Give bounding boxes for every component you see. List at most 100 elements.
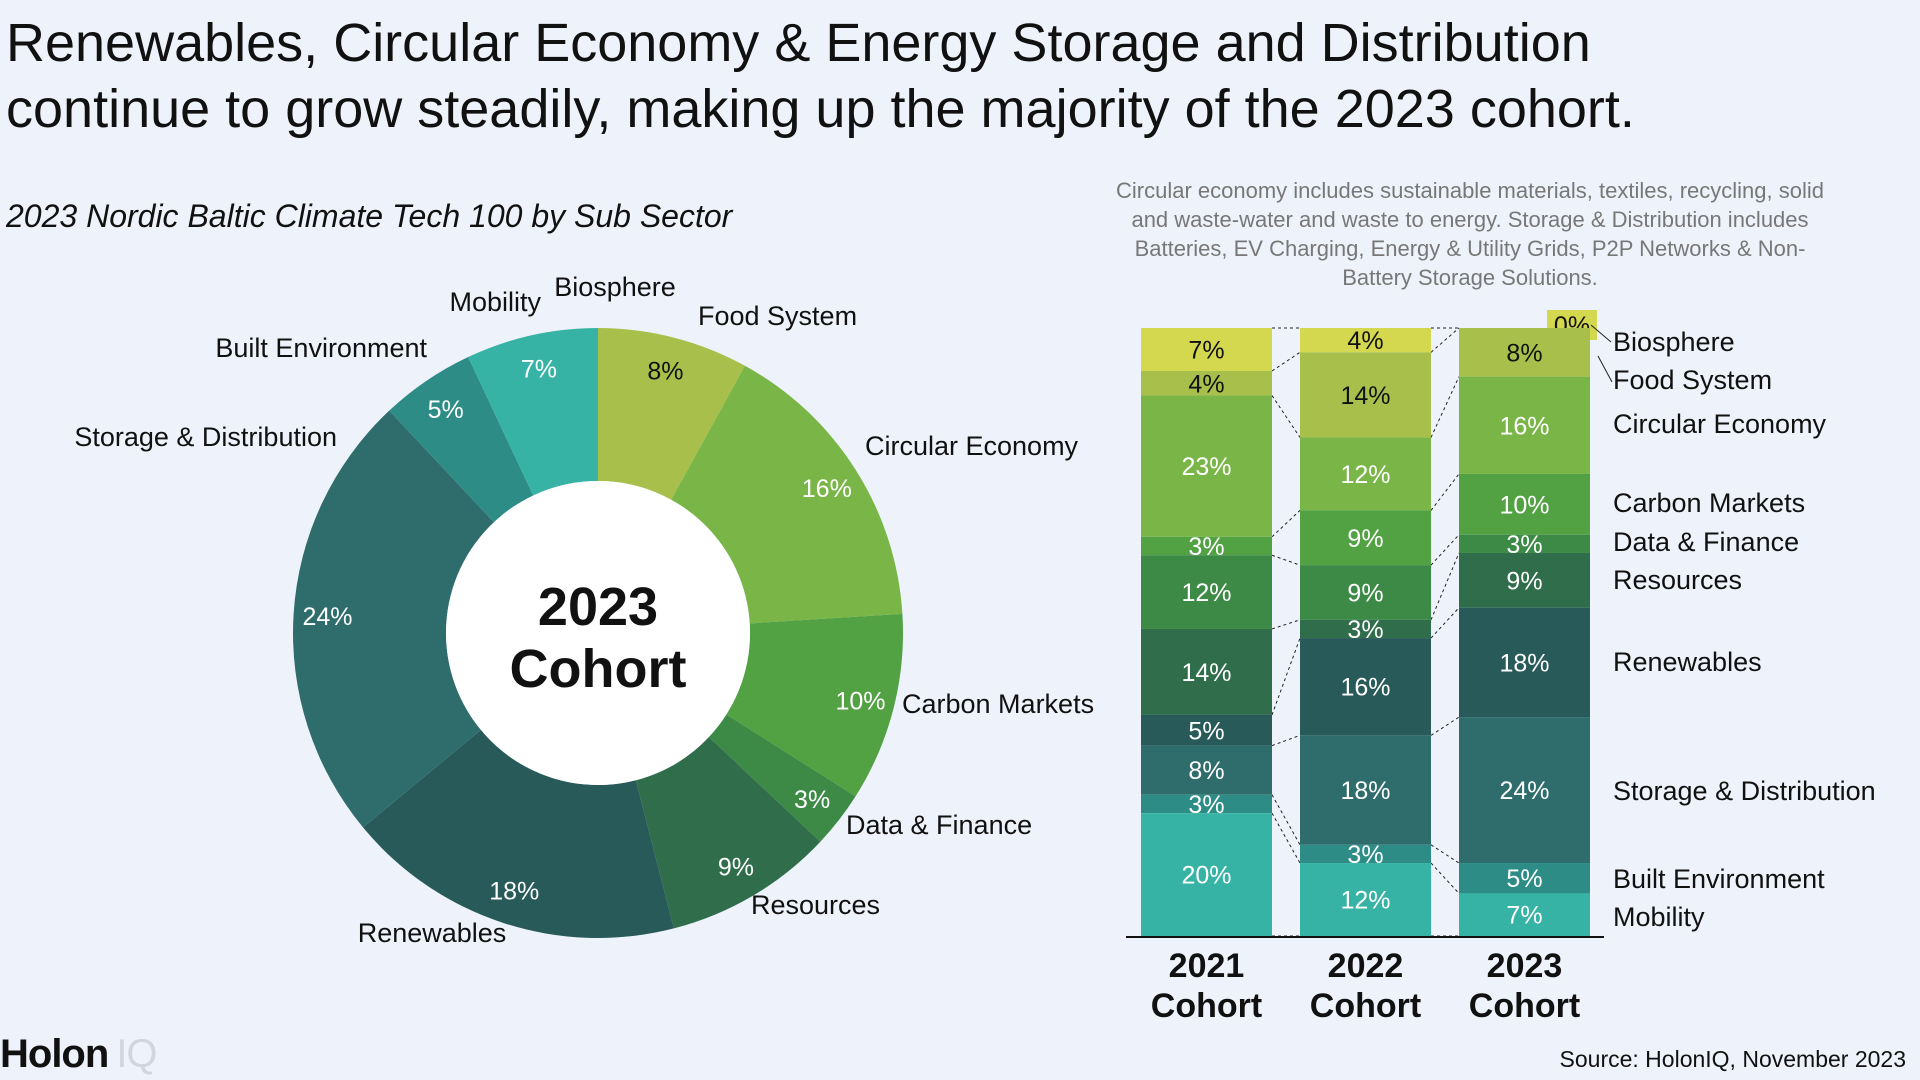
bar-segment-storage-and-distribution-2 — [1300, 735, 1431, 845]
bar-segment-data-and-finance-2 — [1300, 565, 1431, 620]
donut-center-year: 2023 — [538, 577, 658, 637]
stacked-bar-chart: 7%4%23%3%12%14%5%8%3%20%4%14%12%9%9%3%16… — [1126, 310, 1876, 1025]
bar-value-circular-economy-2: 12% — [1340, 461, 1390, 489]
bar-segment-resources-3 — [1459, 552, 1590, 608]
bar-connector — [1430, 552, 1460, 621]
bar-value-circular-economy-3: 16% — [1499, 412, 1549, 440]
bar-segment-mobility-1 — [1141, 813, 1272, 936]
bar-segment-renewables-3 — [1459, 607, 1590, 718]
bar-segment-built-environment-1 — [1141, 794, 1272, 814]
legend-renewables: Renewables — [1613, 647, 1762, 677]
bar-value-food-system-1: 4% — [1188, 370, 1224, 398]
bar-connector — [1271, 395, 1301, 438]
donut-value-mobility: 7% — [521, 356, 557, 384]
bar-value-renewables-3: 18% — [1499, 649, 1549, 677]
legend-carbon-markets: Carbon Markets — [1613, 488, 1805, 518]
bar-connector — [1430, 473, 1460, 511]
bar-segment-circular-economy-1 — [1141, 395, 1272, 537]
bar-segment-mobility-2 — [1300, 863, 1431, 936]
donut-slice-carbon-markets — [726, 613, 903, 797]
bar-value-carbon-markets-2: 9% — [1347, 525, 1383, 553]
bar-connector — [1430, 607, 1460, 639]
bar-segment-data-and-finance-1 — [1141, 555, 1272, 629]
donut-slice-data-and-finance — [708, 714, 856, 842]
donut-label-resources: Resources — [751, 890, 880, 920]
bar-value-data-and-finance-2: 9% — [1347, 579, 1383, 607]
donut-value-carbon-markets: 10% — [835, 687, 885, 715]
bar-value-resources-1: 14% — [1181, 659, 1231, 687]
donut-label-biosphere: Biosphere — [554, 272, 676, 302]
bar-value-biosphere-2: 4% — [1347, 327, 1383, 355]
bar-connector — [1271, 619, 1301, 630]
bar-connector — [1430, 844, 1460, 864]
legend-biosphere: Biosphere — [1613, 327, 1735, 357]
donut-value-food-system: 8% — [647, 358, 683, 386]
bar-segment-carbon-markets-3 — [1459, 473, 1590, 535]
bar-connector — [1271, 734, 1301, 747]
donut-value-circular-economy: 16% — [802, 475, 852, 503]
bar-category-label-2: Cohort — [1310, 987, 1421, 1025]
donut-value-data-and-finance: 3% — [794, 786, 830, 814]
donut-value-resources: 9% — [718, 853, 754, 881]
bar-segment-biosphere-1 — [1141, 328, 1272, 371]
bar-connector — [1271, 637, 1301, 716]
title-line-1: Renewables, Circular Economy & Energy St… — [6, 13, 1591, 73]
legend-circular-economy: Circular Economy — [1613, 409, 1827, 439]
legend-food-system: Food System — [1613, 365, 1772, 395]
bar-segment-built-environment-2 — [1300, 844, 1431, 864]
bar-segment-carbon-markets-1 — [1141, 536, 1272, 556]
donut-hole — [446, 481, 750, 785]
bar-segment-data-and-finance-3 — [1459, 534, 1590, 553]
bar-category-label-1: Cohort — [1151, 987, 1262, 1025]
bar-value-circular-economy-1: 23% — [1181, 453, 1231, 481]
bar-connector — [1271, 351, 1301, 372]
donut-slice-food-system — [598, 328, 745, 500]
bar-category-label-3: Cohort — [1469, 987, 1580, 1025]
bar-segment-food-system-3 — [1459, 328, 1590, 377]
bar-segment-carbon-markets-2 — [1300, 510, 1431, 566]
source-note: Source: HolonIQ, November 2023 — [1559, 1046, 1906, 1072]
donut-label-mobility: Mobility — [449, 287, 541, 317]
bar-segment-biosphere-2 — [1300, 328, 1431, 353]
donut-label-food-system: Food System — [698, 301, 857, 331]
bar-segment-built-environment-3 — [1459, 863, 1590, 894]
bar-connector — [1430, 327, 1460, 353]
donut-center-cohort: Cohort — [510, 639, 687, 699]
donut-slice-storage-and-distribution — [293, 410, 494, 828]
bar-value-carbon-markets-3: 10% — [1499, 491, 1549, 519]
bar-value-mobility-2: 12% — [1340, 887, 1390, 915]
bar-segment-resources-1 — [1141, 628, 1272, 715]
donut-value-built-environment: 5% — [428, 396, 464, 424]
definition-note: Circular economy includes sustainable ma… — [1116, 178, 1824, 290]
bar-value-food-system-2: 14% — [1340, 382, 1390, 410]
bar-value-storage-and-distribution-1: 8% — [1188, 757, 1224, 785]
donut-slice-renewables — [362, 729, 674, 938]
bar-segment-circular-economy-2 — [1300, 437, 1431, 511]
bar-value-storage-and-distribution-3: 24% — [1499, 777, 1549, 805]
legend-leader-biosphere — [1590, 324, 1612, 343]
donut-label-built-environment: Built Environment — [215, 333, 427, 363]
donut-slice-circular-economy — [671, 365, 903, 624]
legend-mobility: Mobility — [1613, 902, 1705, 932]
bar-connector — [1430, 376, 1460, 438]
bar-value-mobility-3: 7% — [1506, 902, 1542, 930]
donut-label-carbon-markets: Carbon Markets — [902, 689, 1094, 719]
bar-segment-storage-and-distribution-1 — [1141, 745, 1272, 795]
donut-slice-resources — [635, 737, 821, 929]
bar-category-label-1: 2021 — [1169, 947, 1245, 985]
holoniq-logo: Holon IQ — [0, 1032, 158, 1077]
donut-label-circular-economy: Circular Economy — [865, 431, 1079, 461]
title-line-2: continue to grow steadily, making up the… — [6, 79, 1635, 139]
bar-connector — [1430, 716, 1460, 736]
bar-category-label-3: 2023 — [1487, 947, 1563, 985]
donut-label-renewables: Renewables — [358, 918, 507, 948]
bar-segment-resources-2 — [1300, 619, 1431, 639]
donut-slice-built-environment — [389, 357, 534, 523]
logo-main: Holon — [0, 1032, 109, 1076]
bar-value-renewables-2: 16% — [1340, 674, 1390, 702]
bar-value-built-environment-3: 5% — [1506, 865, 1542, 893]
chart-subtitle: 2023 Nordic Baltic Climate Tech 100 by S… — [6, 198, 733, 234]
donut-slice-mobility — [468, 328, 598, 496]
